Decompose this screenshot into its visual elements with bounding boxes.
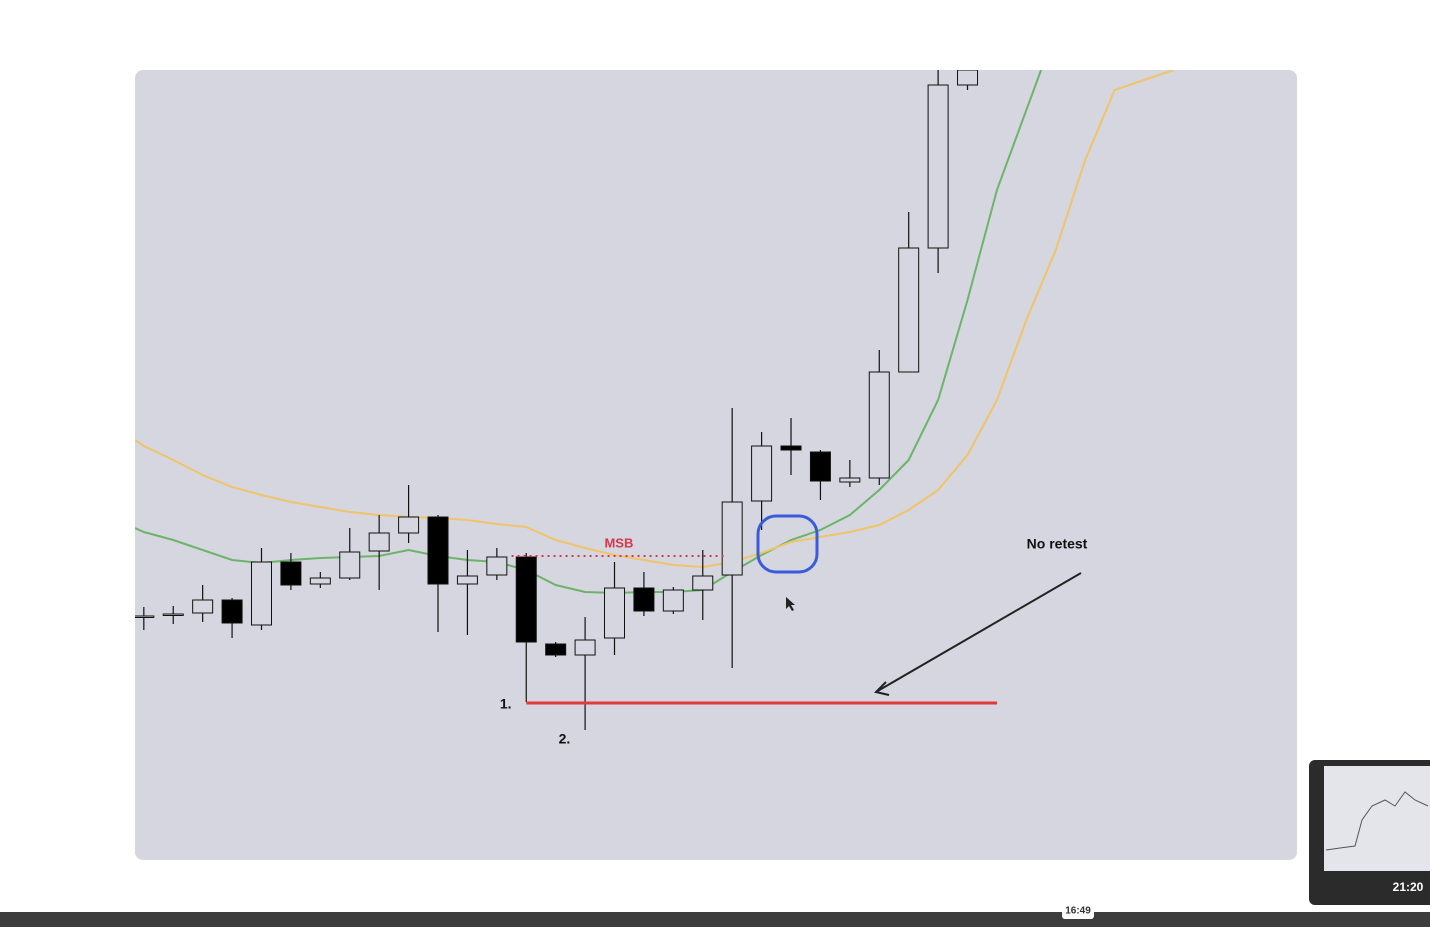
candle-body: [339, 551, 361, 579]
candle-body: [427, 516, 449, 585]
candle-body: [486, 556, 508, 576]
candle-body: [662, 589, 684, 612]
preview-time: 21:20: [1393, 880, 1424, 894]
hover-time: 16:49: [1065, 906, 1091, 917]
candle-body: [162, 613, 184, 616]
arrow-shaft: [875, 572, 1082, 693]
level-label: MSB: [604, 535, 633, 550]
point-label: 2.: [559, 731, 571, 747]
candle-body: [927, 84, 949, 249]
candle-body: [221, 599, 243, 624]
annotation: No retest: [1027, 536, 1088, 552]
preview-line: [1325, 791, 1429, 851]
candle-body: [751, 445, 773, 502]
cursor: [786, 597, 795, 611]
arrow-head: [874, 681, 890, 696]
candle-body: [545, 643, 567, 656]
candle-body: [957, 70, 979, 86]
candle-body: [839, 477, 861, 483]
candle-body: [633, 587, 655, 612]
candle-body: [898, 247, 920, 373]
candle-body: [780, 445, 802, 451]
preview-image: [1324, 766, 1430, 871]
candle-body: [574, 639, 596, 656]
candle-body: [309, 577, 331, 585]
time-tooltip: [1062, 903, 1094, 919]
chart-panel: [135, 70, 1297, 860]
candle-body: [809, 451, 831, 482]
candle-body: [692, 575, 714, 591]
candle-body: [192, 599, 214, 614]
candle-body: [280, 561, 302, 586]
candle-body: [250, 561, 272, 626]
candle-body: [368, 532, 390, 552]
candle-body: [456, 575, 478, 585]
candle-body: [515, 556, 537, 643]
plot: [135, 70, 1174, 730]
progress-bar[interactable]: [0, 912, 1430, 927]
candle-body: [721, 501, 743, 576]
point-label: 1.: [500, 696, 512, 712]
candle-body: [604, 587, 626, 639]
candle-body: [135, 615, 155, 618]
candle-body: [868, 371, 890, 479]
highlight-circle: [756, 514, 819, 574]
candle-body: [398, 516, 420, 534]
ma-line: [135, 70, 1174, 569]
